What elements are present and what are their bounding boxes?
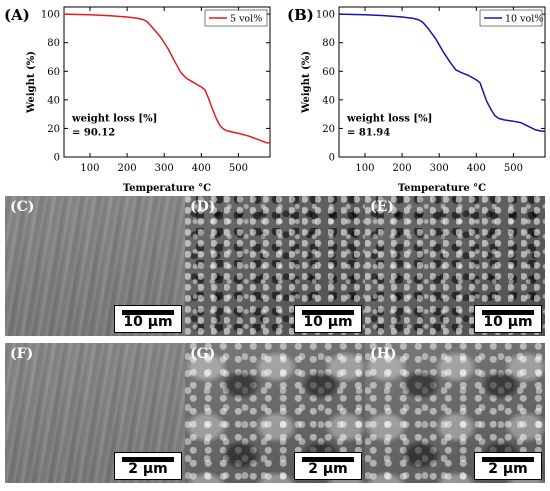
- series-line: [63, 13, 271, 144]
- y-tick-label: 80: [322, 38, 335, 49]
- x-axis-label: Temperature °C: [123, 183, 211, 194]
- sem-image-h: (H) 2 μm: [365, 343, 545, 483]
- panel-label: (C): [10, 199, 35, 215]
- scale-bar: 2 μm: [474, 452, 542, 480]
- weight-loss-annotation: = 90.12: [72, 127, 115, 138]
- y-tick-label: 20: [322, 124, 335, 135]
- scale-bar-label: 2 μm: [308, 461, 348, 477]
- series-line: [338, 13, 545, 132]
- y-tick-label: 0: [54, 153, 60, 164]
- legend-box: [479, 9, 543, 27]
- tga-chart-b-svg: (B) 100 200 300 400 500 0 20 40 60 80 100 Temperatu…: [287, 6, 546, 194]
- y-tick-label: 20: [47, 124, 60, 135]
- weight-loss-annotation: = 81.94: [347, 127, 390, 138]
- sem-image-d: (D) 10 μm: [185, 196, 365, 336]
- scale-bar-label: 10 μm: [303, 314, 353, 330]
- plot-frame: [63, 6, 271, 158]
- y-axis-label: Weight (%): [301, 51, 312, 114]
- x-tick-label: 200: [393, 163, 412, 174]
- tga-chart-b: (B) 100 200 300 400 500 0 20 40 60 80 100 Temperatu…: [275, 0, 550, 195]
- y-tick-label: 80: [47, 38, 60, 49]
- scale-bar: 10 μm: [474, 305, 542, 333]
- sem-image-g: (G) 2 μm: [185, 343, 365, 483]
- sem-image-f: (F) 2 μm: [5, 343, 185, 483]
- sem-image-c: (C) 10 μm: [5, 196, 185, 336]
- tga-chart-a: (A) 100 200 300 400 500 0 20 40 60 80 100 Temperatu…: [0, 0, 275, 195]
- y-tick-label: 40: [322, 95, 335, 106]
- x-axis-label: Temperature °C: [398, 183, 486, 194]
- scale-bar-label: 10 μm: [123, 314, 173, 330]
- y-tick-label: 0: [329, 153, 335, 164]
- scale-bar-label: 2 μm: [488, 461, 528, 477]
- panel-label: (G): [190, 346, 216, 362]
- x-tick-label: 400: [192, 163, 211, 174]
- sem-image-e: (E) 10 μm: [365, 196, 545, 336]
- legend-label: 5 vol%: [230, 14, 262, 25]
- x-tick-label: 100: [80, 163, 99, 174]
- panel-label: (F): [10, 346, 34, 362]
- x-tick-label: 300: [155, 163, 174, 174]
- panel-label: (H): [370, 346, 397, 362]
- x-tick-label: 500: [504, 163, 523, 174]
- weight-loss-annotation: weight loss [%]: [71, 113, 157, 124]
- y-axis-label: Weight (%): [26, 51, 37, 114]
- y-tick-label: 100: [41, 10, 60, 21]
- panel-label: (D): [190, 199, 216, 215]
- weight-loss-annotation: weight loss [%]: [346, 113, 432, 124]
- panel-label: (A): [4, 6, 30, 24]
- plot-frame: [338, 6, 546, 158]
- x-tick-label: 500: [229, 163, 248, 174]
- panel-label: (E): [370, 199, 394, 215]
- scale-bar: 10 μm: [294, 305, 362, 333]
- panel-label: (B): [287, 6, 314, 24]
- y-tick-label: 100: [316, 10, 335, 21]
- x-tick-label: 400: [467, 163, 486, 174]
- x-tick-label: 300: [430, 163, 449, 174]
- scale-bar: 10 μm: [114, 305, 182, 333]
- scale-bar: 2 μm: [294, 452, 362, 480]
- x-tick-label: 100: [355, 163, 374, 174]
- legend-box: [204, 9, 268, 27]
- tga-chart-a-svg: (A) 100 200 300 400 500 0 20 40 60 80 100 Temperatu…: [4, 6, 271, 194]
- legend-label: 10 vol%: [505, 14, 543, 25]
- y-tick-label: 60: [47, 67, 60, 78]
- x-tick-label: 200: [118, 163, 137, 174]
- scale-bar: 2 μm: [114, 452, 182, 480]
- scale-bar-label: 2 μm: [128, 461, 168, 477]
- y-tick-label: 40: [47, 95, 60, 106]
- y-tick-label: 60: [322, 67, 335, 78]
- scale-bar-label: 10 μm: [483, 314, 533, 330]
